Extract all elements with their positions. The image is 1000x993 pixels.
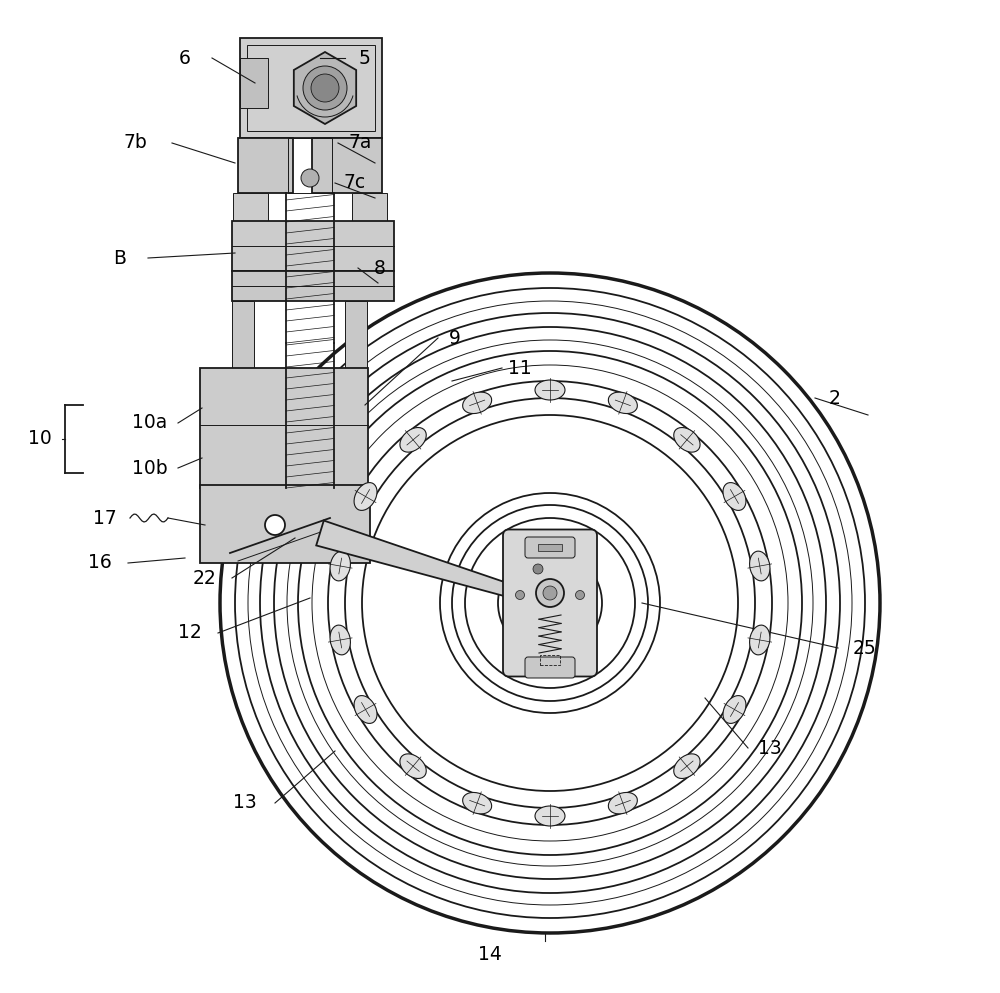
Bar [240,58,268,108]
Circle shape [301,169,319,187]
Text: 6: 6 [179,49,191,68]
Text: 7b: 7b [123,133,147,153]
Ellipse shape [750,626,770,654]
Text: B: B [114,248,126,267]
Bar [312,138,382,193]
Text: 5: 5 [359,49,371,68]
FancyBboxPatch shape [525,537,575,558]
Bar [200,485,370,563]
Ellipse shape [400,754,426,779]
Bar [232,271,394,301]
Circle shape [533,564,543,574]
Bar [345,301,367,368]
Bar [352,193,387,221]
Circle shape [576,591,584,600]
Text: 17: 17 [93,508,117,527]
Ellipse shape [463,792,492,814]
Ellipse shape [674,428,700,452]
Polygon shape [316,520,552,608]
Bar [233,193,268,221]
Circle shape [516,591,524,600]
Circle shape [536,579,564,607]
Text: 10: 10 [28,429,52,448]
Bar [540,655,560,665]
Circle shape [311,74,339,102]
Ellipse shape [723,483,746,510]
Text: 11: 11 [508,358,532,377]
Ellipse shape [723,695,746,724]
Text: 8: 8 [374,258,386,277]
Ellipse shape [330,626,350,654]
Text: 12: 12 [178,624,202,642]
Text: 22: 22 [193,569,217,588]
Bar [238,138,293,193]
Bar [247,45,375,131]
FancyBboxPatch shape [503,529,597,676]
Bar [288,138,332,193]
Polygon shape [294,52,356,124]
Text: 10a: 10a [132,413,168,433]
Text: 14: 14 [478,945,502,964]
Bar [232,221,394,271]
Bar [538,544,562,551]
Ellipse shape [463,392,492,413]
FancyBboxPatch shape [525,657,575,678]
Text: 7c: 7c [344,174,366,193]
Text: 25: 25 [853,638,877,657]
Bar [232,301,254,368]
Text: 13: 13 [758,739,782,758]
Text: 16: 16 [88,553,112,573]
Ellipse shape [674,754,700,779]
Ellipse shape [354,695,377,724]
Ellipse shape [608,792,637,814]
Ellipse shape [330,551,350,581]
Circle shape [543,586,557,600]
Bar [200,368,368,488]
Ellipse shape [608,392,637,413]
Ellipse shape [354,483,377,510]
Text: 10b: 10b [132,459,168,478]
Bar [240,38,382,138]
Circle shape [303,66,347,110]
Circle shape [265,515,285,535]
Text: 9: 9 [449,329,461,348]
Ellipse shape [400,428,426,452]
Text: 13: 13 [233,793,257,812]
Ellipse shape [535,380,565,400]
Ellipse shape [535,806,565,826]
Ellipse shape [750,551,770,581]
Text: 2: 2 [829,388,841,407]
Text: 7a: 7a [348,133,372,153]
